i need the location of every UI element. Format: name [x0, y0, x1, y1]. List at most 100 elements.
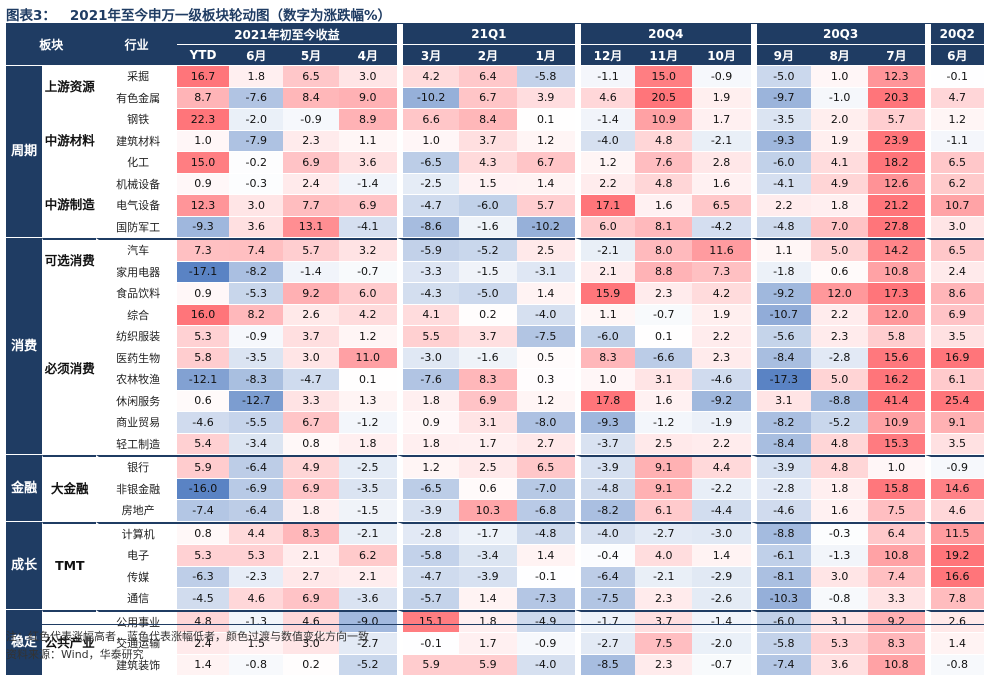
value-cell: 12.3 — [177, 195, 229, 217]
industry-name: 通信 — [96, 588, 176, 610]
industry-name: 房地产 — [96, 500, 176, 522]
industry-name: 有色金属 — [96, 88, 176, 110]
value-cell: 1.1 — [339, 131, 397, 153]
value-cell: 6.9 — [283, 479, 338, 501]
value-cell: -1.0 — [811, 88, 868, 110]
value-cell: -7.5 — [517, 326, 575, 348]
value-cell: 3.7 — [283, 326, 338, 348]
value-cell: -3.0 — [692, 522, 750, 546]
value-cell: -5.2 — [459, 238, 516, 262]
value-cell: 8.3 — [868, 633, 924, 655]
value-cell: 9.1 — [635, 479, 692, 501]
value-cell: -8.3 — [229, 369, 283, 391]
value-cell: 1.4 — [517, 174, 575, 196]
value-cell: -2.5 — [397, 174, 459, 196]
value-cell: -7.5 — [575, 588, 635, 610]
value-cell: -3.9 — [397, 500, 459, 522]
value-cell: -8.1 — [751, 567, 811, 589]
value-cell: 1.8 — [397, 391, 459, 413]
value-cell: 1.2 — [517, 131, 575, 153]
value-cell: -10.2 — [517, 217, 575, 239]
value-cell: 10.8 — [868, 655, 924, 676]
value-cell: -9.3 — [575, 412, 635, 434]
value-cell: 2.5 — [635, 434, 692, 456]
value-cell: 16.6 — [925, 567, 984, 589]
value-cell: -3.1 — [517, 262, 575, 284]
value-cell: 10.7 — [925, 195, 984, 217]
value-cell: -1.4 — [339, 174, 397, 196]
value-cell: 3.7 — [635, 610, 692, 634]
value-cell: 0.2 — [459, 305, 516, 327]
value-cell: 1.0 — [397, 131, 459, 153]
value-cell: 15.8 — [868, 479, 924, 501]
value-cell: -3.9 — [459, 567, 516, 589]
value-cell: -5.2 — [811, 412, 868, 434]
value-cell: 1.4 — [517, 283, 575, 305]
value-cell: -1.1 — [575, 66, 635, 88]
value-cell: -17.1 — [177, 262, 229, 284]
value-cell: 10.9 — [868, 412, 924, 434]
value-cell: 8.4 — [283, 88, 338, 110]
value-cell: 8.8 — [635, 262, 692, 284]
value-cell: 6.2 — [339, 545, 397, 567]
value-cell: -5.3 — [229, 283, 283, 305]
value-cell: 2.7 — [283, 567, 338, 589]
value-cell: 11.0 — [339, 348, 397, 370]
value-cell: 5.9 — [397, 655, 459, 676]
value-cell: 6.7 — [283, 412, 338, 434]
value-cell: 16.9 — [925, 348, 984, 370]
value-cell: 3.1 — [811, 610, 868, 634]
value-cell: 6.5 — [925, 152, 984, 174]
value-cell: -7.6 — [397, 369, 459, 391]
value-cell: 7.4 — [229, 238, 283, 262]
value-cell: 23.9 — [868, 131, 924, 153]
value-cell: 8.1 — [635, 217, 692, 239]
value-cell: -4.0 — [575, 131, 635, 153]
value-cell: 14.2 — [868, 238, 924, 262]
rotation-table: 板块 行业 2021年初至今收益 21Q1 20Q4 20Q3 20Q2 YTD… — [6, 24, 984, 676]
value-cell: -0.3 — [229, 174, 283, 196]
value-cell: 4.4 — [692, 455, 750, 479]
value-cell: -0.7 — [635, 305, 692, 327]
value-cell: 1.2 — [925, 109, 984, 131]
value-cell: -0.7 — [692, 655, 750, 676]
value-cell: 17.3 — [868, 283, 924, 305]
group-header-20q3: 20Q3 — [751, 24, 925, 45]
value-cell: 2.3 — [283, 131, 338, 153]
industry-name: 家用电器 — [96, 262, 176, 284]
value-cell: 5.9 — [459, 655, 516, 676]
value-cell: 1.1 — [751, 238, 811, 262]
value-cell: -8.6 — [397, 217, 459, 239]
subgroup-label: 中游材料 — [42, 109, 96, 174]
value-cell: 3.5 — [925, 434, 984, 456]
month-header: 11月 — [635, 45, 692, 66]
value-cell: 5.8 — [177, 348, 229, 370]
figure-title: 图表3：2021年至今申万一级板块轮动图（数字为涨跌幅%） — [6, 4, 391, 24]
value-cell: 2.7 — [517, 434, 575, 456]
value-cell: 1.4 — [459, 588, 516, 610]
section-label: 成长 — [6, 522, 42, 610]
value-cell: -2.6 — [692, 588, 750, 610]
value-cell: 22.3 — [177, 109, 229, 131]
value-cell: -6.5 — [397, 152, 459, 174]
subgroup-label: TMT — [42, 522, 96, 610]
subgroup-label: 上游资源 — [42, 66, 96, 109]
value-cell: 2.4 — [283, 174, 338, 196]
value-cell: 6.6 — [397, 109, 459, 131]
value-cell: 0.9 — [177, 283, 229, 305]
value-cell: 4.8 — [811, 434, 868, 456]
value-cell: -1.5 — [459, 262, 516, 284]
value-cell: 2.5 — [517, 238, 575, 262]
value-cell: 20.3 — [868, 88, 924, 110]
value-cell: 4.8 — [635, 131, 692, 153]
value-cell: 4.4 — [229, 522, 283, 546]
value-cell: 2.1 — [339, 567, 397, 589]
value-cell: -0.1 — [397, 633, 459, 655]
value-cell: -2.8 — [397, 522, 459, 546]
value-cell: 8.7 — [177, 88, 229, 110]
value-cell: -0.9 — [925, 455, 984, 479]
value-cell: 5.4 — [177, 434, 229, 456]
